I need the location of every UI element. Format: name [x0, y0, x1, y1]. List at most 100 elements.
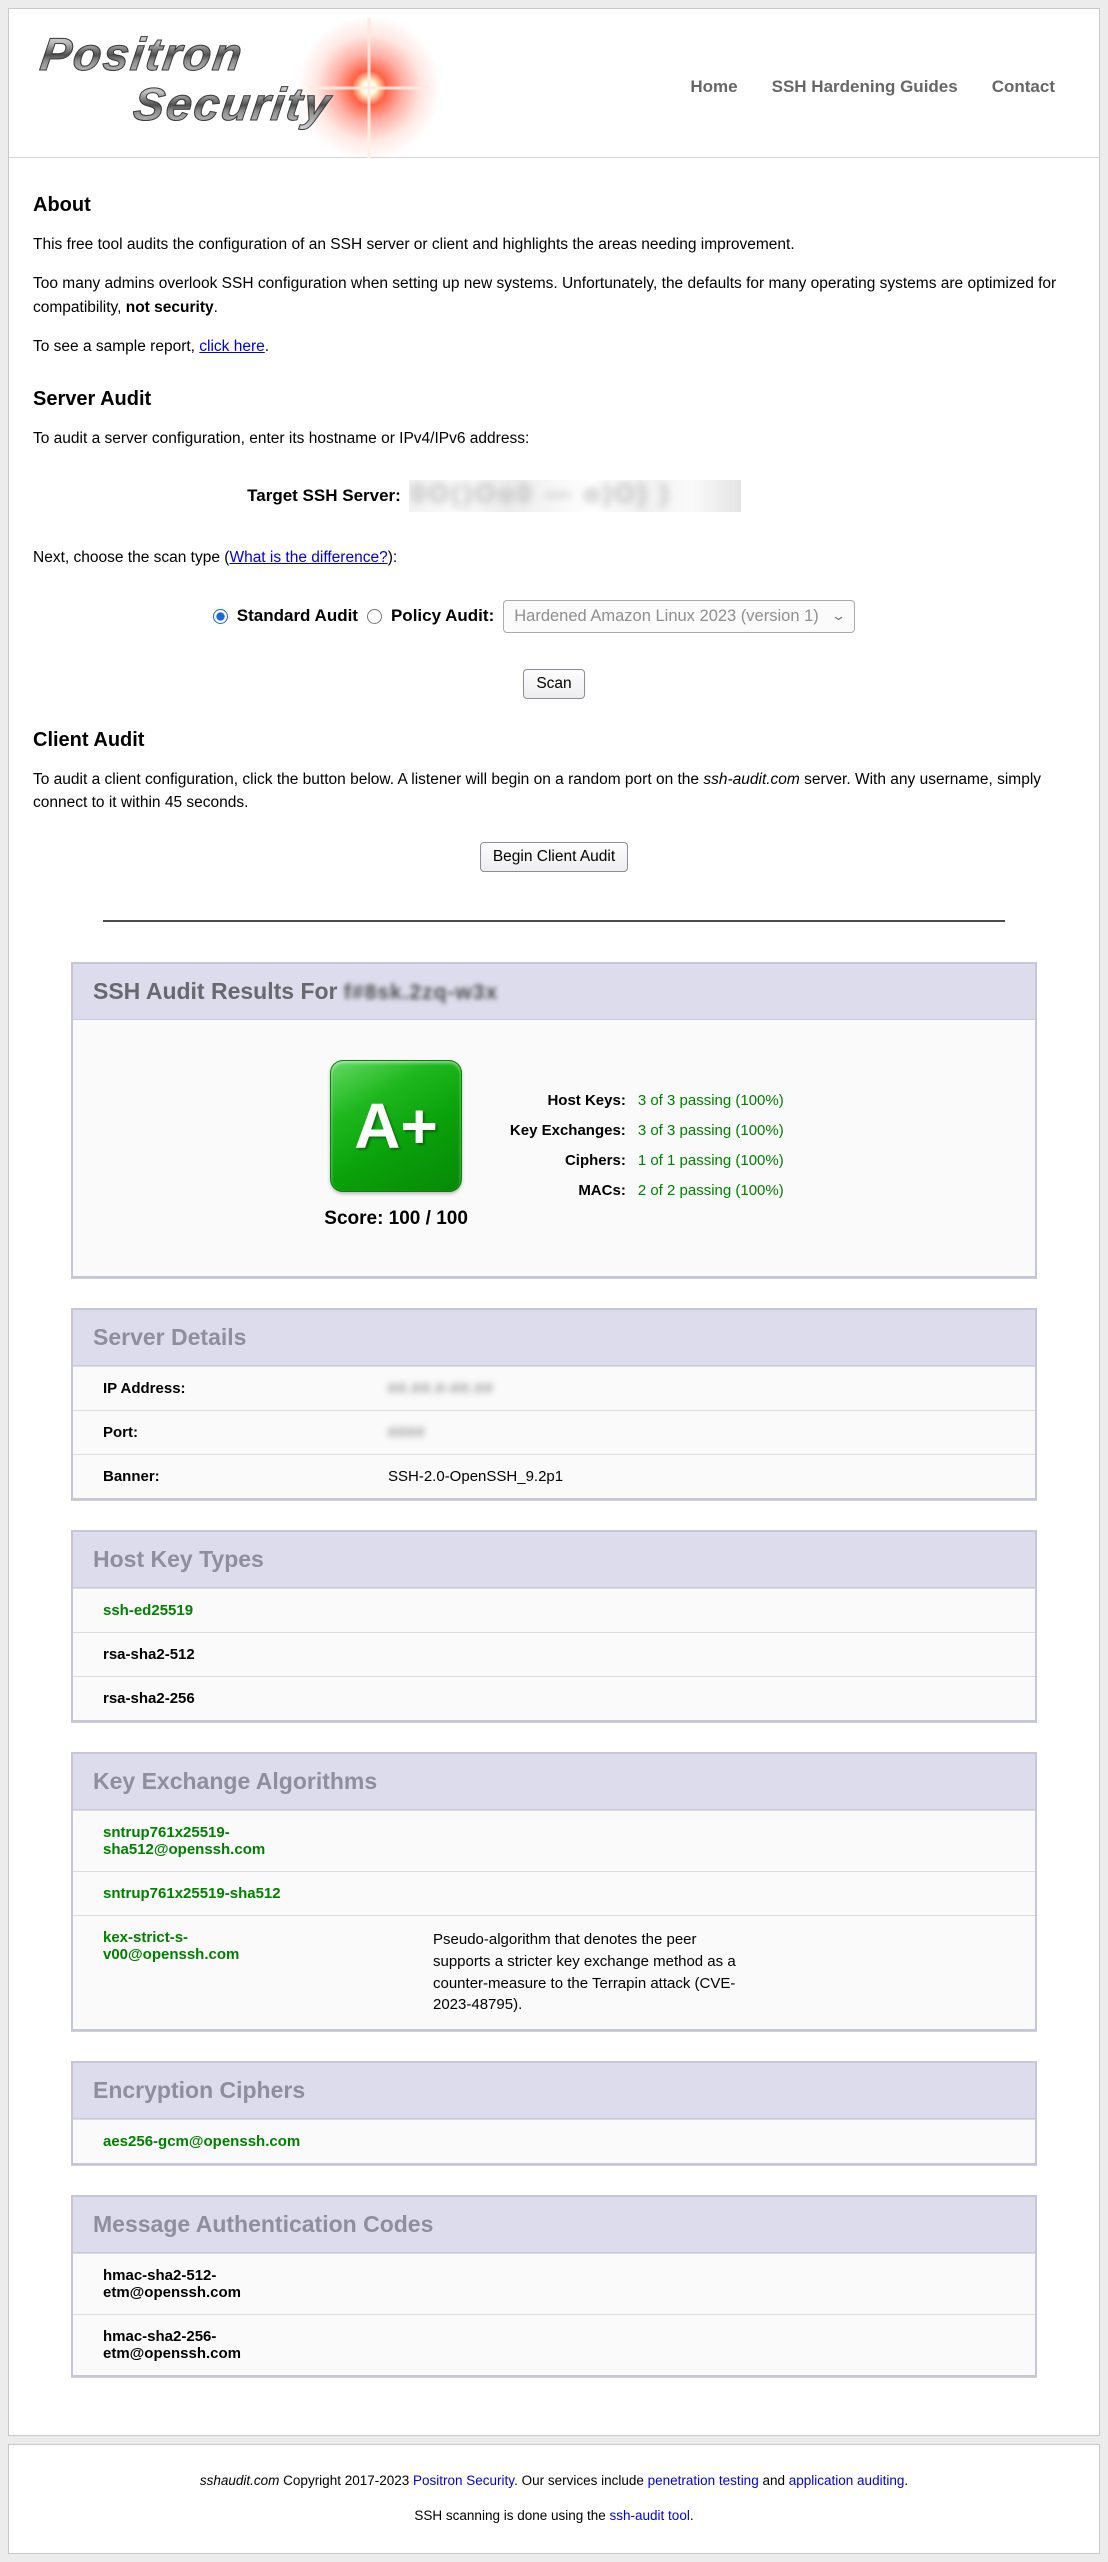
ssh-audit-results-panel: SSH Audit Results For f#8sk.2zq-w3x A+ S… — [71, 962, 1037, 1278]
algorithm-name: rsa-sha2-256 — [103, 1690, 195, 1707]
ip-address-label: IP Address: — [103, 1380, 186, 1397]
banner-label: Banner: — [103, 1468, 160, 1485]
target-server-row: Target SSH Server: 0O()Oo0 — o)O) ) — [0, 480, 1015, 513]
policy-audit-radio[interactable] — [366, 608, 382, 624]
policy-select[interactable]: Hardened Amazon Linux 2023 (version 1) ⌄ — [503, 599, 856, 633]
mac-name: hmac-sha2-512-etm@openssh.com — [103, 2267, 433, 2301]
table-row: Banner: SSH-2.0-OpenSSH_9.2p1 — [73, 1454, 1035, 1498]
kex-note: Pseudo-algorithm that denotes the peer s… — [433, 1931, 736, 2014]
redacted-target-value: 0O()Oo0 — o)O) ) — [410, 480, 672, 509]
begin-client-audit-button[interactable]: Begin Client Audit — [479, 842, 629, 872]
results-separator — [103, 920, 1005, 922]
redacted-ip: ##.##.#-##.## — [388, 1380, 494, 1397]
scan-type-suffix: ): — [387, 549, 398, 567]
ssh-audit-tool-link[interactable]: ssh-audit tool — [609, 2508, 690, 2523]
host-key-name: rsa-sha2-512 — [103, 1646, 433, 1663]
footer-line-2: SSH scanning is done using the ssh-audit… — [29, 2508, 1079, 2523]
table-row: aes256-gcm@openssh.com — [73, 2119, 1035, 2163]
policy-select-value: Hardened Amazon Linux 2023 (version 1) — [514, 606, 819, 625]
table-row: hmac-sha2-256-etm@openssh.com — [73, 2314, 1035, 2375]
about-p3-period: . — [264, 337, 270, 355]
target-ssh-server-label: Target SSH Server: — [247, 486, 401, 506]
scan-type-difference-link[interactable]: What is the difference? — [229, 549, 388, 567]
grade-column: A+ Score: 100 / 100 — [324, 1060, 468, 1230]
logo-word-positron: Positron — [37, 27, 443, 81]
positron-security-logo[interactable]: Positron Security — [37, 13, 444, 163]
algorithm-name: rsa-sha2-512 — [103, 1646, 195, 1663]
nav-home[interactable]: Home — [690, 77, 738, 96]
client-audit-text: To audit a client configuration, click t… — [33, 770, 704, 788]
client-audit-paragraph: To audit a client configuration, click t… — [33, 768, 1075, 815]
footer-domain: sshaudit.com — [199, 2473, 280, 2488]
table-row: Port: #### — [73, 1410, 1035, 1454]
algorithm-name: hmac-sha2-512-etm@openssh.com — [103, 2267, 241, 2301]
stat-value-ciphers: 1 of 1 passing (100%) — [637, 1151, 784, 1169]
nav-ssh-hardening-guides[interactable]: SSH Hardening Guides — [771, 77, 958, 96]
table-row: IP Address: ##.##.#-##.## — [73, 1366, 1035, 1410]
about-p2-text: Too many admins overlook SSH configurati… — [33, 275, 1057, 316]
standard-audit-radio[interactable] — [212, 608, 228, 624]
standard-audit-label: Standard Audit — [236, 606, 358, 625]
algorithm-name: sntrup761x25519-sha512@openssh.com — [103, 1824, 266, 1858]
about-p2-emphasis: not security — [125, 298, 214, 316]
mac-name: hmac-sha2-256-etm@openssh.com — [103, 2328, 433, 2362]
cipher-name: aes256-gcm@openssh.com — [103, 2133, 433, 2150]
positron-security-link[interactable]: Positron Security — [413, 2473, 515, 2488]
kex-name: sntrup761x25519-sha512 — [103, 1885, 433, 1902]
about-paragraph-1: This free tool audits the configuration … — [33, 236, 795, 253]
key-exchange-algorithms-panel: Key Exchange Algorithms sntrup761x25519-… — [71, 1752, 1037, 2031]
table-row: hmac-sha2-512-etm@openssh.com — [73, 2253, 1035, 2314]
table-row: kex-strict-s-v00@openssh.com Pseudo-algo… — [73, 1915, 1035, 2029]
footer-line-1: sshaudit.com Copyright 2017-2023 Positro… — [29, 2473, 1079, 2488]
kex-name: kex-strict-s-v00@openssh.com — [103, 1929, 433, 1963]
algorithm-name: aes256-gcm@openssh.com — [103, 2133, 301, 2150]
page: { "colors": { "pass_green": "#008000", "… — [0, 8, 1108, 2554]
table-row: sntrup761x25519-sha512 — [73, 1871, 1035, 1915]
target-ssh-server-input[interactable]: 0O()Oo0 — o)O) ) — [408, 480, 741, 513]
redacted-hostname: f#8sk.2zq-w3x — [343, 981, 499, 1004]
main-nav: Home SSH Hardening Guides Contact — [690, 77, 1069, 97]
sample-report-link[interactable]: click here — [199, 337, 265, 355]
footer-scanning-text: SSH scanning is done using the — [414, 2508, 610, 2523]
about-heading: About — [33, 194, 91, 216]
macs-header: Message Authentication Codes — [73, 2197, 1035, 2253]
server-audit-heading: Server Audit — [33, 388, 152, 410]
host-key-name: rsa-sha2-256 — [103, 1690, 433, 1707]
footer-and-text: and — [758, 2473, 789, 2488]
algorithm-name: hmac-sha2-256-etm@openssh.com — [103, 2328, 241, 2362]
table-row: sntrup761x25519-sha512@openssh.com — [73, 1810, 1035, 1871]
client-audit-heading: Client Audit — [33, 728, 145, 751]
about-paragraph-3: To see a sample report, click here. — [33, 335, 1075, 358]
lens-flare-icon — [294, 13, 444, 163]
site-footer: sshaudit.com Copyright 2017-2023 Positro… — [8, 2444, 1100, 2554]
port-value: #### — [388, 1424, 1015, 1441]
content: About This free tool audits the configur… — [9, 158, 1099, 2377]
chevron-down-icon: ⌄ — [831, 608, 847, 623]
about-paragraph-2: Too many admins overlook SSH configurati… — [33, 272, 1075, 319]
host-key-types-header: Host Key Types — [73, 1532, 1035, 1588]
algorithm-name: kex-strict-s-v00@openssh.com — [103, 1929, 240, 1963]
table-row: rsa-sha2-256 — [73, 1676, 1035, 1720]
banner-value: SSH-2.0-OpenSSH_9.2p1 — [388, 1468, 564, 1485]
about-p3-text: To see a sample report, — [33, 337, 200, 355]
scan-button[interactable]: Scan — [523, 668, 585, 699]
encryption-ciphers-panel: Encryption Ciphers aes256-gcm@openssh.co… — [71, 2061, 1037, 2165]
nav-contact[interactable]: Contact — [991, 77, 1055, 96]
stat-label-ciphers: Ciphers: — [564, 1151, 626, 1169]
server-details-panel: Server Details IP Address: ##.##.#-##.##… — [71, 1308, 1037, 1500]
main-content-box: Positron Security Home SSH Hardening Gui… — [8, 8, 1100, 2436]
stat-value-key-exchanges: 3 of 3 passing (100%) — [637, 1121, 784, 1139]
algorithm-name: ssh-ed25519 — [103, 1602, 194, 1619]
application-auditing-link[interactable]: application auditing — [788, 2473, 905, 2488]
score-label: Score: 100 / 100 — [324, 1208, 468, 1229]
site-header: Positron Security Home SSH Hardening Gui… — [9, 9, 1099, 163]
port-label: Port: — [103, 1424, 138, 1441]
host-key-name: ssh-ed25519 — [103, 1602, 433, 1619]
policy-audit-label: Policy Audit: — [390, 606, 495, 625]
scan-type-text: Next, choose the scan type ( — [33, 549, 230, 567]
redacted-port: #### — [388, 1424, 426, 1441]
stat-value-macs: 2 of 2 passing (100%) — [637, 1181, 784, 1199]
host-key-types-panel: Host Key Types ssh-ed25519 rsa-sha2-512 … — [71, 1530, 1037, 1722]
table-row: ssh-ed25519 — [73, 1588, 1035, 1632]
penetration-testing-link[interactable]: penetration testing — [647, 2473, 759, 2488]
